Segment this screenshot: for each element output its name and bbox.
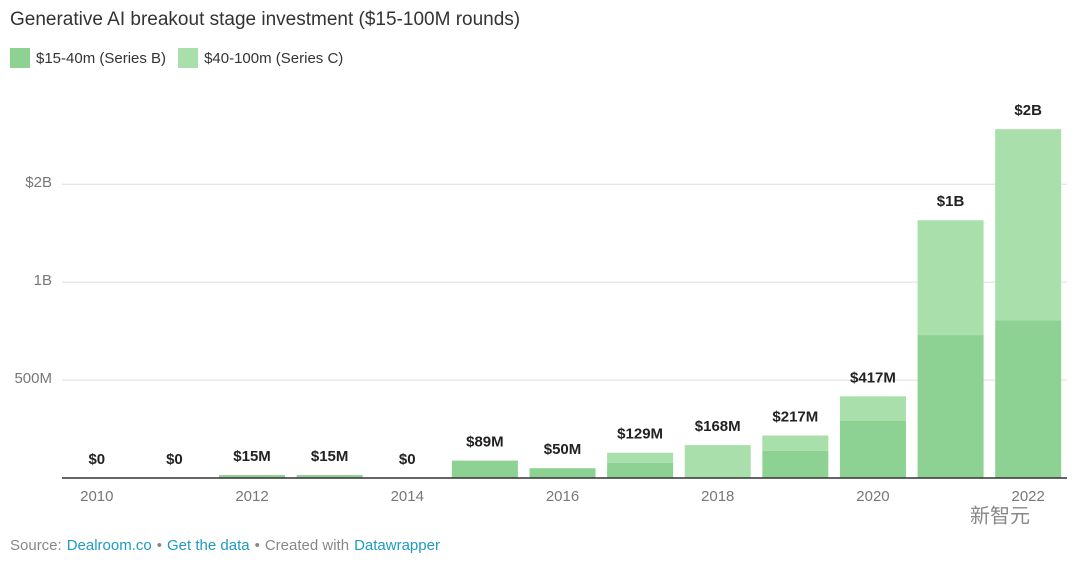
x-tick-label: 2010 [80,488,113,505]
total-label: $0 [399,451,416,468]
legend-swatch [178,48,199,68]
bar-segment [762,435,829,451]
y-tick-label: 500M [14,370,52,387]
legend-label: $15-40m (Series B) [36,50,166,67]
total-label: $0 [166,451,183,468]
total-label: $15M [311,448,349,465]
watermark: 新智元 [970,504,1030,527]
total-label: $15M [233,448,271,465]
y-tick-label: $2B [25,174,52,191]
total-label: $50M [544,441,582,458]
total-label: $89M [466,434,504,451]
bar-segment [296,475,363,478]
bar-segment [839,421,906,478]
bar-segment [995,129,1062,321]
y-tick-label: 1B [34,272,52,289]
bar-segment [917,335,984,478]
bar-segment [607,452,674,463]
x-tick-label: 2012 [235,488,268,505]
total-label: $129M [617,426,663,443]
bar-segment [219,475,286,478]
bar-segment [451,460,518,478]
footer-text: • [255,537,260,554]
bar-segment [607,462,674,478]
total-label: $2B [1014,102,1042,119]
total-label: $0 [88,451,105,468]
footer-text: Source: [10,537,62,554]
total-label: $217M [772,408,818,425]
bar-segment [995,320,1062,478]
x-tick-label: 2014 [391,488,424,505]
legend-label: $40-100m (Series C) [204,50,343,67]
x-tick-label: 2022 [1012,488,1045,505]
footer: Source: Dealroom.co • Get the data • Created … [10,537,440,554]
bar-segment [684,445,751,478]
x-tick-label: 2018 [701,488,734,505]
footer-link[interactable]: Datawrapper [354,537,440,554]
footer-link[interactable]: Dealroom.co [67,537,152,554]
bar-segment [839,396,906,422]
total-label: $417M [850,369,896,386]
footer-link[interactable]: Get the data [167,537,250,554]
total-label: $1B [937,193,965,210]
legend-swatch [10,48,30,68]
footer-text: Created with [265,537,349,554]
bar-segment [917,220,984,336]
chart-title: Generative AI breakout stage investment … [10,9,520,30]
bar-segment [529,468,596,478]
x-tick-label: 2020 [856,488,889,505]
bar-segment [762,450,829,478]
x-tick-label: 2016 [546,488,579,505]
total-label: $168M [695,418,741,435]
footer-text: • [157,537,162,554]
